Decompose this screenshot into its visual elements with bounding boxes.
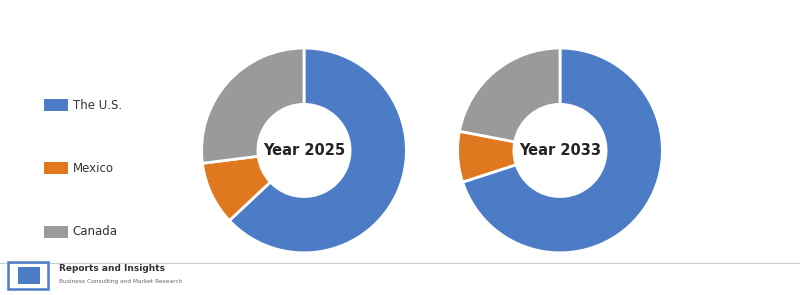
Text: Canada: Canada [73, 225, 118, 238]
Text: Reports and Insights: Reports and Insights [59, 264, 165, 273]
Text: NORTH AMERICA AIRCRAFT TIRE MARKET ANALYSIS, BY COUNTRY: NORTH AMERICA AIRCRAFT TIRE MARKET ANALY… [8, 21, 548, 36]
Wedge shape [202, 48, 304, 163]
Wedge shape [202, 156, 270, 221]
Wedge shape [458, 131, 516, 182]
Wedge shape [230, 48, 406, 253]
Wedge shape [459, 48, 560, 142]
Wedge shape [462, 48, 662, 253]
Bar [44, 226, 68, 238]
Text: Year 2025: Year 2025 [263, 143, 345, 158]
FancyBboxPatch shape [18, 267, 40, 283]
Text: The U.S.: The U.S. [73, 99, 122, 112]
Text: Mexico: Mexico [73, 162, 114, 175]
Text: Business Consulting and Market Research: Business Consulting and Market Research [59, 279, 182, 284]
Bar [44, 99, 68, 111]
Bar [44, 163, 68, 174]
Text: Year 2033: Year 2033 [519, 143, 601, 158]
